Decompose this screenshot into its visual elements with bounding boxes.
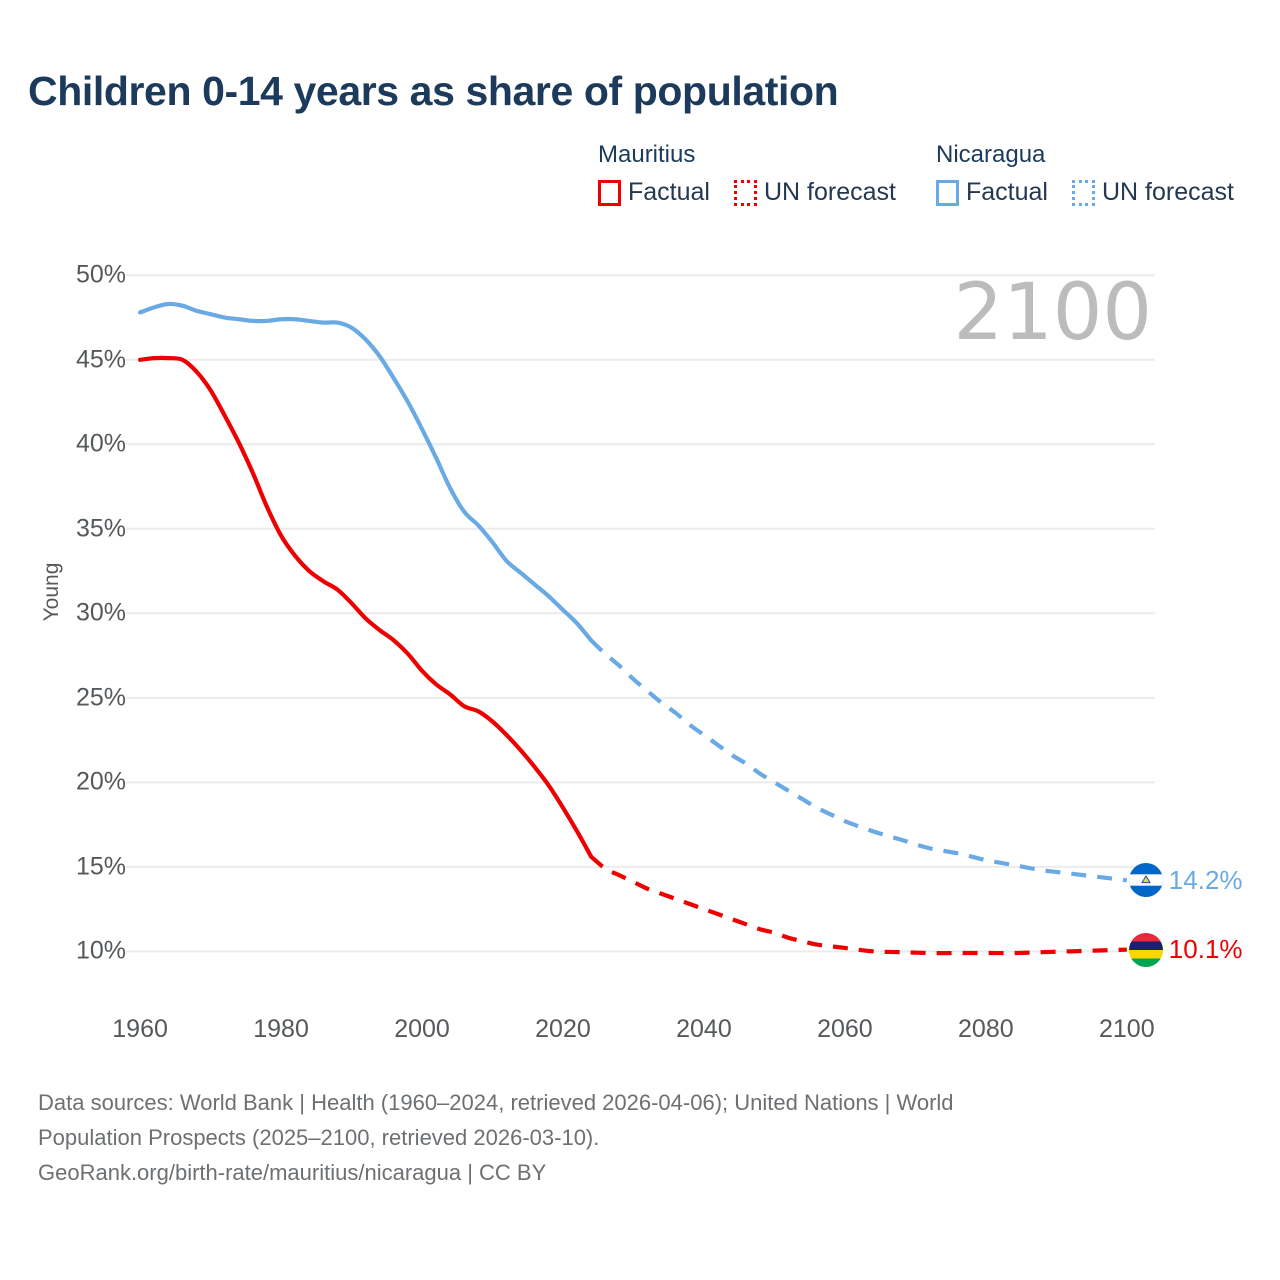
legend-entry-label: UN forecast: [763, 178, 896, 206]
x-tick-label: 1980: [253, 1015, 309, 1043]
footer-line-3[interactable]: GeoRank.org/birth-rate/mauritius/nicarag…: [38, 1160, 547, 1185]
legend-entry-label: Factual: [966, 178, 1048, 206]
chart-legend: Mauritius Factual UN forecast Nicaragua …: [598, 140, 1256, 207]
y-tick-label: 45%: [75, 345, 126, 374]
legend-item-nicaragua-forecast[interactable]: UN forecast: [1071, 178, 1234, 207]
end-label-mauritius: 10.1%: [1128, 932, 1243, 967]
x-tick-label: 2040: [676, 1015, 732, 1043]
legend-item-nicaragua-factual[interactable]: Factual: [936, 178, 1048, 207]
y-tick-label: 30%: [75, 598, 126, 627]
y-tick-label: 35%: [75, 514, 126, 543]
end-value-nicaragua: 14.2%: [1168, 864, 1243, 895]
legend-entry-label: Factual: [628, 178, 710, 206]
legend-entry-label: UN forecast: [1101, 178, 1234, 206]
legend-item-mauritius-forecast[interactable]: UN forecast: [733, 178, 896, 207]
legend-country-label: Nicaragua: [936, 141, 1046, 168]
x-tick-label: 2060: [817, 1015, 873, 1043]
legend-swatch-solid-icon: [936, 179, 959, 206]
y-axis-title: Young: [40, 562, 63, 622]
legend-country-label: Mauritius: [598, 141, 696, 168]
mauritius-flag-icon: [1128, 932, 1163, 967]
legend-group-nicaragua: Nicaragua Factual UN forecast: [936, 140, 1256, 207]
x-tick-label: 2100: [1098, 1015, 1155, 1043]
y-tick-label: 40%: [75, 429, 126, 458]
nicaragua-flag-icon: [1128, 863, 1163, 898]
y-tick-label: 10%: [75, 936, 126, 965]
footer-line-1: Data sources: World Bank | Health (1960–…: [38, 1090, 954, 1115]
end-label-nicaragua: 14.2%: [1128, 863, 1243, 898]
x-tick-label: 2080: [958, 1015, 1014, 1043]
y-tick-label: 15%: [75, 852, 126, 881]
x-tick-label: 2000: [394, 1015, 450, 1043]
footer-sources: Data sources: World Bank | Health (1960–…: [38, 1085, 1238, 1190]
x-tick-label: 2020: [535, 1015, 591, 1043]
legend-swatch-dotted-icon: [733, 179, 757, 206]
legend-swatch-solid-icon: [598, 179, 621, 206]
year-watermark: 2100: [953, 268, 1152, 358]
legend-group-mauritius: Mauritius Factual UN forecast: [598, 140, 936, 207]
legend-swatch-dotted-icon: [1071, 179, 1095, 206]
page-title: Children 0-14 years as share of populati…: [28, 68, 839, 114]
footer-line-2: Population Prospects (2025–2100, retriev…: [38, 1125, 600, 1150]
y-tick-label: 25%: [75, 683, 126, 712]
legend-item-mauritius-factual[interactable]: Factual: [598, 178, 710, 207]
end-value-mauritius: 10.1%: [1168, 934, 1243, 965]
y-tick-label: 50%: [75, 260, 126, 289]
y-tick-label: 20%: [75, 767, 126, 796]
x-tick-label: 1960: [112, 1015, 168, 1043]
